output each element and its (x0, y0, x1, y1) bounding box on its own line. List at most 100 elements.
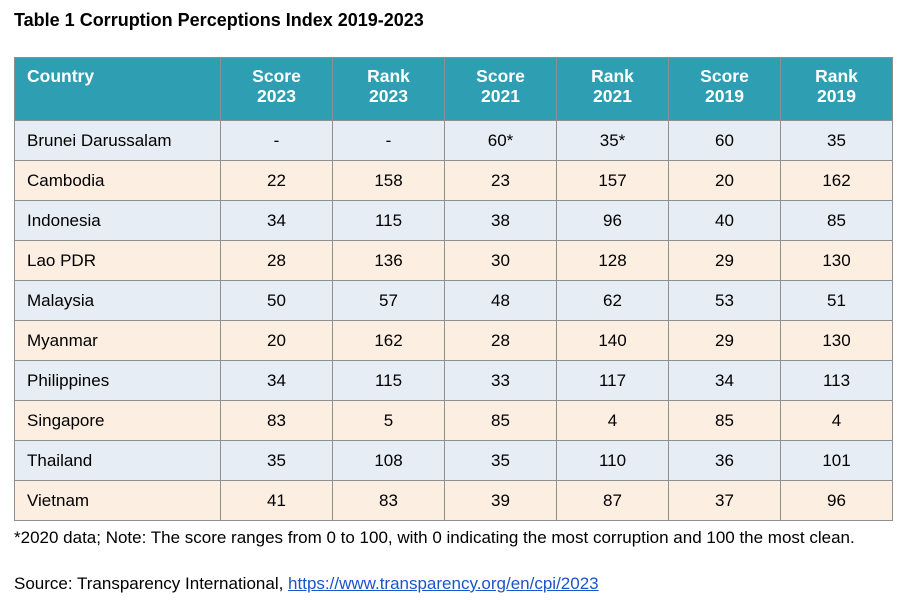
rank-2023-cell: 5 (332, 400, 445, 441)
column-header-rank-2021: Rank 2021 (556, 57, 669, 121)
cpi-table: Country Score 2023 Rank 2023 Score 2021 … (14, 57, 893, 521)
table-footnote: *2020 data; Note: The score ranges from … (14, 528, 855, 547)
rank-2021-cell: 140 (556, 320, 669, 361)
rank-2023-cell: 162 (332, 320, 445, 361)
column-header-country: Country (14, 57, 221, 121)
rank-2019-cell: 130 (780, 320, 893, 361)
score-2021-cell: 48 (444, 280, 557, 321)
column-header-line: Score (476, 66, 525, 86)
rank-2023-cell: 83 (332, 480, 445, 521)
rank-2023-cell: 158 (332, 160, 445, 201)
table-row: Thailand 35 108 35 110 36 101 (14, 440, 893, 481)
country-cell: Indonesia (14, 200, 221, 241)
rank-2021-cell: 157 (556, 160, 669, 201)
country-cell: Cambodia (14, 160, 221, 201)
column-header-year: 2023 (257, 86, 296, 106)
score-2021-cell: 39 (444, 480, 557, 521)
score-2019-cell: 60 (668, 120, 781, 161)
column-header-line: Rank (815, 66, 858, 86)
column-header-line: Country (27, 66, 95, 86)
score-2023-cell: 41 (220, 480, 333, 521)
rank-2019-cell: 101 (780, 440, 893, 481)
score-2019-cell: 29 (668, 320, 781, 361)
score-2019-cell: 34 (668, 360, 781, 401)
column-header-score-2023: Score 2023 (220, 57, 333, 121)
country-cell: Thailand (14, 440, 221, 481)
rank-2019-cell: 130 (780, 240, 893, 281)
column-header-score-2021: Score 2021 (444, 57, 557, 121)
column-header-year: 2021 (593, 86, 632, 106)
score-2021-cell: 28 (444, 320, 557, 361)
score-2019-cell: 40 (668, 200, 781, 241)
score-2019-cell: 36 (668, 440, 781, 481)
rank-2019-cell: 96 (780, 480, 893, 521)
score-2019-cell: 37 (668, 480, 781, 521)
table-title: Table 1 Corruption Perceptions Index 201… (14, 10, 424, 30)
table-row: Indonesia 34 115 38 96 40 85 (14, 200, 893, 241)
score-2023-cell: - (220, 120, 333, 161)
source-link[interactable]: https://www.transparency.org/en/cpi/2023 (288, 574, 599, 593)
column-header-year: 2019 (705, 86, 744, 106)
score-2023-cell: 20 (220, 320, 333, 361)
rank-2021-cell: 128 (556, 240, 669, 281)
score-2021-cell: 38 (444, 200, 557, 241)
rank-2019-cell: 85 (780, 200, 893, 241)
column-header-year: 2019 (817, 86, 856, 106)
column-header-year: 2023 (369, 86, 408, 106)
country-cell: Malaysia (14, 280, 221, 321)
rank-2023-cell: 136 (332, 240, 445, 281)
score-2021-cell: 60* (444, 120, 557, 161)
column-header-line: Rank (367, 66, 410, 86)
score-2019-cell: 29 (668, 240, 781, 281)
score-2021-cell: 33 (444, 360, 557, 401)
column-header-year: 2021 (481, 86, 520, 106)
score-2021-cell: 30 (444, 240, 557, 281)
country-cell: Myanmar (14, 320, 221, 361)
rank-2019-cell: 4 (780, 400, 893, 441)
rank-2023-cell: 108 (332, 440, 445, 481)
score-2019-cell: 53 (668, 280, 781, 321)
country-cell: Singapore (14, 400, 221, 441)
table-row: Philippines 34 115 33 117 34 113 (14, 360, 893, 401)
column-header-line: Score (700, 66, 749, 86)
rank-2019-cell: 162 (780, 160, 893, 201)
column-header-line: Rank (591, 66, 634, 86)
score-2023-cell: 34 (220, 200, 333, 241)
column-header-rank-2019: Rank 2019 (780, 57, 893, 121)
table-row: Brunei Darussalam - - 60* 35* 60 35 (14, 120, 893, 161)
score-2021-cell: 35 (444, 440, 557, 481)
country-cell: Brunei Darussalam (14, 120, 221, 161)
score-2019-cell: 85 (668, 400, 781, 441)
rank-2021-cell: 4 (556, 400, 669, 441)
country-cell: Philippines (14, 360, 221, 401)
score-2023-cell: 22 (220, 160, 333, 201)
column-header-rank-2023: Rank 2023 (332, 57, 445, 121)
table-row: Myanmar 20 162 28 140 29 130 (14, 320, 893, 361)
rank-2019-cell: 113 (780, 360, 893, 401)
table-row: Vietnam 41 83 39 87 37 96 (14, 480, 893, 521)
table-row: Lao PDR 28 136 30 128 29 130 (14, 240, 893, 281)
country-cell: Vietnam (14, 480, 221, 521)
score-2023-cell: 28 (220, 240, 333, 281)
rank-2021-cell: 87 (556, 480, 669, 521)
score-2021-cell: 23 (444, 160, 557, 201)
rank-2021-cell: 35* (556, 120, 669, 161)
rank-2021-cell: 110 (556, 440, 669, 481)
source-line: Source: Transparency International, http… (14, 574, 599, 594)
score-2023-cell: 50 (220, 280, 333, 321)
score-2023-cell: 35 (220, 440, 333, 481)
rank-2019-cell: 35 (780, 120, 893, 161)
rank-2023-cell: 57 (332, 280, 445, 321)
score-2021-cell: 85 (444, 400, 557, 441)
rank-2021-cell: 62 (556, 280, 669, 321)
rank-2021-cell: 117 (556, 360, 669, 401)
table-row: Cambodia 22 158 23 157 20 162 (14, 160, 893, 201)
score-2023-cell: 34 (220, 360, 333, 401)
source-label: Source: Transparency International, (14, 574, 289, 593)
header-row: Country Score 2023 Rank 2023 Score 2021 … (14, 57, 893, 121)
rank-2023-cell: - (332, 120, 445, 161)
table-row: Singapore 83 5 85 4 85 4 (14, 400, 893, 441)
column-header-line: Score (252, 66, 301, 86)
rank-2021-cell: 96 (556, 200, 669, 241)
rank-2023-cell: 115 (332, 200, 445, 241)
